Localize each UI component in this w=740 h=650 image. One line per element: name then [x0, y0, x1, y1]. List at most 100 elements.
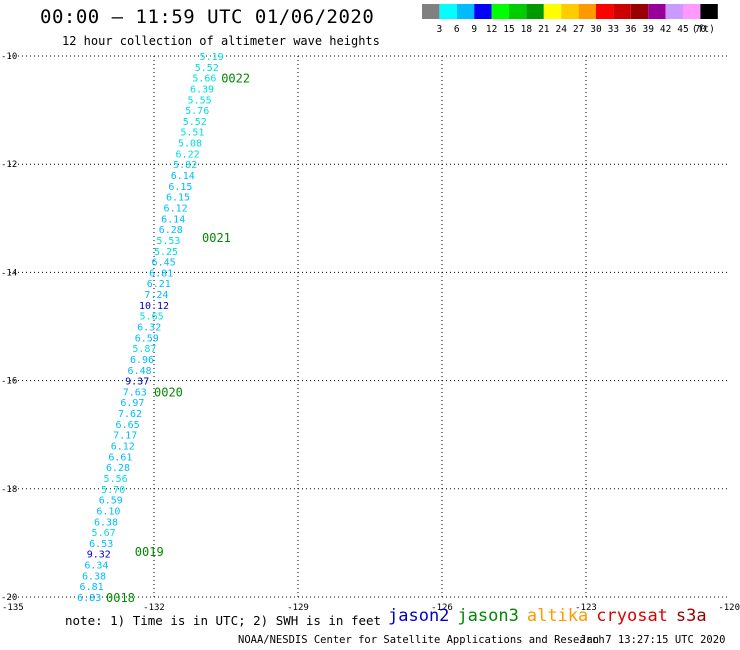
- longitude-tick-label: -129: [287, 603, 309, 613]
- wave-height-value: 5.76: [185, 106, 209, 117]
- colorbar-label: 3: [437, 24, 443, 35]
- wave-height-value: 6.12: [111, 442, 135, 453]
- wave-height-value: 6.21: [147, 279, 171, 290]
- colorbar-label: 36: [625, 24, 637, 35]
- wave-height-value: 6.45: [152, 258, 176, 269]
- legend-item-cryosat: cryosat: [596, 606, 668, 626]
- footer-note: note: 1) Time is in UTC; 2) SWH is in fe…: [65, 613, 382, 628]
- wave-height-value: 6.83: [77, 593, 101, 604]
- latitude-tick-label: -16: [1, 377, 17, 387]
- colorbar-swatch: [456, 4, 475, 19]
- colorbar-label: 42: [660, 24, 671, 35]
- wave-height-value: 7.24: [144, 290, 168, 301]
- wave-height-value: 9.37: [125, 377, 149, 388]
- wave-height-value: 6.81: [80, 582, 104, 593]
- colorbar-swatch: [474, 4, 492, 19]
- longitude-tick-label: -135: [2, 603, 24, 613]
- wave-height-value: 6.14: [171, 171, 195, 182]
- colorbar-swatch: [422, 4, 440, 19]
- colorbar-swatch: [596, 4, 614, 19]
- wave-height-value: 6.48: [128, 366, 152, 377]
- colorbar-label: 30: [590, 24, 602, 35]
- wave-height-value: 5.56: [104, 474, 128, 485]
- colorbar-label: 12: [486, 24, 497, 35]
- page-subtitle: 12 hour collection of altimeter wave hei…: [62, 34, 380, 48]
- wave-height-value: 7.17: [113, 431, 137, 442]
- wave-height-value: 6.28: [106, 463, 130, 474]
- pass-time-label: 0018: [106, 591, 135, 605]
- legend-item-altika: altika: [526, 606, 589, 626]
- wave-height-value: 5.53: [156, 236, 180, 247]
- longitude-tick-label: -132: [143, 603, 165, 613]
- wave-height-value: 6.81: [149, 268, 173, 279]
- generation-timestamp: Jan 7 13:27:15 UTC 2020: [580, 634, 726, 646]
- wave-height-value: 6.59: [135, 333, 159, 344]
- colorbar-swatch: [578, 4, 596, 19]
- wave-height-value: 6.34: [84, 561, 108, 572]
- wave-height-value: 6.10: [96, 506, 120, 517]
- wave-height-value: 6.38: [82, 571, 106, 582]
- latitude-tick-label: -10: [1, 52, 17, 62]
- longitude-tick-label: -120: [718, 603, 740, 613]
- wave-height-value: 6.96: [130, 355, 154, 366]
- colorbar-label: 70: [695, 24, 707, 35]
- colorbar-label: 15: [503, 24, 514, 35]
- pass-time-label: 0020: [154, 385, 183, 399]
- wave-height-value: 6.15: [166, 193, 190, 204]
- wave-height-value: 6.97: [120, 398, 144, 409]
- wave-height-colorbar: 3 6 9 12 15 18 21 24 27 30 33 36 39 42 45 70(ft): [422, 4, 718, 35]
- colorbar-swatch: [700, 4, 718, 19]
- wave-height-value: 5.52: [195, 63, 219, 74]
- wave-height-value: 6.22: [176, 149, 200, 160]
- wave-height-value: 6.53: [89, 539, 113, 550]
- wave-height-value: 6.61: [108, 452, 132, 463]
- colorbar-swatch: [509, 4, 527, 19]
- colorbar-label: 39: [642, 24, 654, 35]
- colorbar-label: 24: [555, 24, 567, 35]
- wave-height-value: 7.63: [123, 387, 147, 398]
- wave-height-value: 6.12: [164, 203, 188, 214]
- colorbar-label: 18: [521, 24, 533, 35]
- colorbar-label: 9: [471, 24, 477, 35]
- legend-item-s3a: s3a: [675, 606, 707, 626]
- colorbar-swatch: [648, 4, 666, 19]
- pass-time-label: 0019: [135, 545, 164, 559]
- longitude-tick-label: -126: [431, 603, 453, 613]
- colorbar-swatch: [491, 4, 509, 19]
- colorbar-swatch: [526, 4, 544, 19]
- wave-height-value: 5.51: [180, 128, 204, 139]
- colorbar-unit: (ft): [692, 24, 715, 35]
- colorbar-label: 21: [538, 24, 550, 35]
- wave-height-value: 9.32: [87, 550, 111, 561]
- wave-height-value: 5.19: [200, 52, 224, 63]
- wave-height-value: 6.59: [99, 496, 123, 507]
- wave-height-value: 5.08: [178, 139, 202, 150]
- colorbar-swatch: [561, 4, 579, 19]
- wave-height-value: 6.39: [190, 84, 214, 95]
- wave-height-value: 5.87: [132, 344, 156, 355]
- colorbar-swatch: [613, 4, 631, 19]
- pass-time-label: 0022: [221, 72, 250, 86]
- latitude-tick-label: -20: [1, 593, 17, 603]
- colorbar-swatch: [683, 4, 701, 19]
- wave-height-value: 6.28: [159, 225, 183, 236]
- wave-height-value: 10.12: [139, 301, 169, 312]
- legend-item-jason2: jason2: [388, 606, 450, 626]
- wave-height-value: 5.25: [154, 247, 178, 258]
- wave-height-value: 5.66: [192, 74, 216, 85]
- wave-height-value: 5.65: [140, 312, 164, 323]
- colorbar-label: 33: [608, 24, 619, 35]
- colorbar-label: 27: [573, 24, 584, 35]
- pass-time-label: 0021: [202, 231, 231, 245]
- credit-line: NOAA/NESDIS Center for Satellite Applica…: [238, 634, 605, 646]
- wave-height-value: 5.70: [101, 485, 125, 496]
- latitude-tick-label: -14: [1, 268, 17, 278]
- longitude-tick-label: -123: [575, 603, 597, 613]
- wave-height-value: 6.15: [168, 182, 192, 193]
- wave-height-value: 6.14: [161, 214, 185, 225]
- wave-height-value: 5.52: [183, 117, 207, 128]
- page-title: 00:00 – 11:59 UTC 01/06/2020: [40, 6, 375, 28]
- colorbar-swatch: [543, 4, 562, 19]
- wave-height-value: 6.65: [116, 420, 140, 431]
